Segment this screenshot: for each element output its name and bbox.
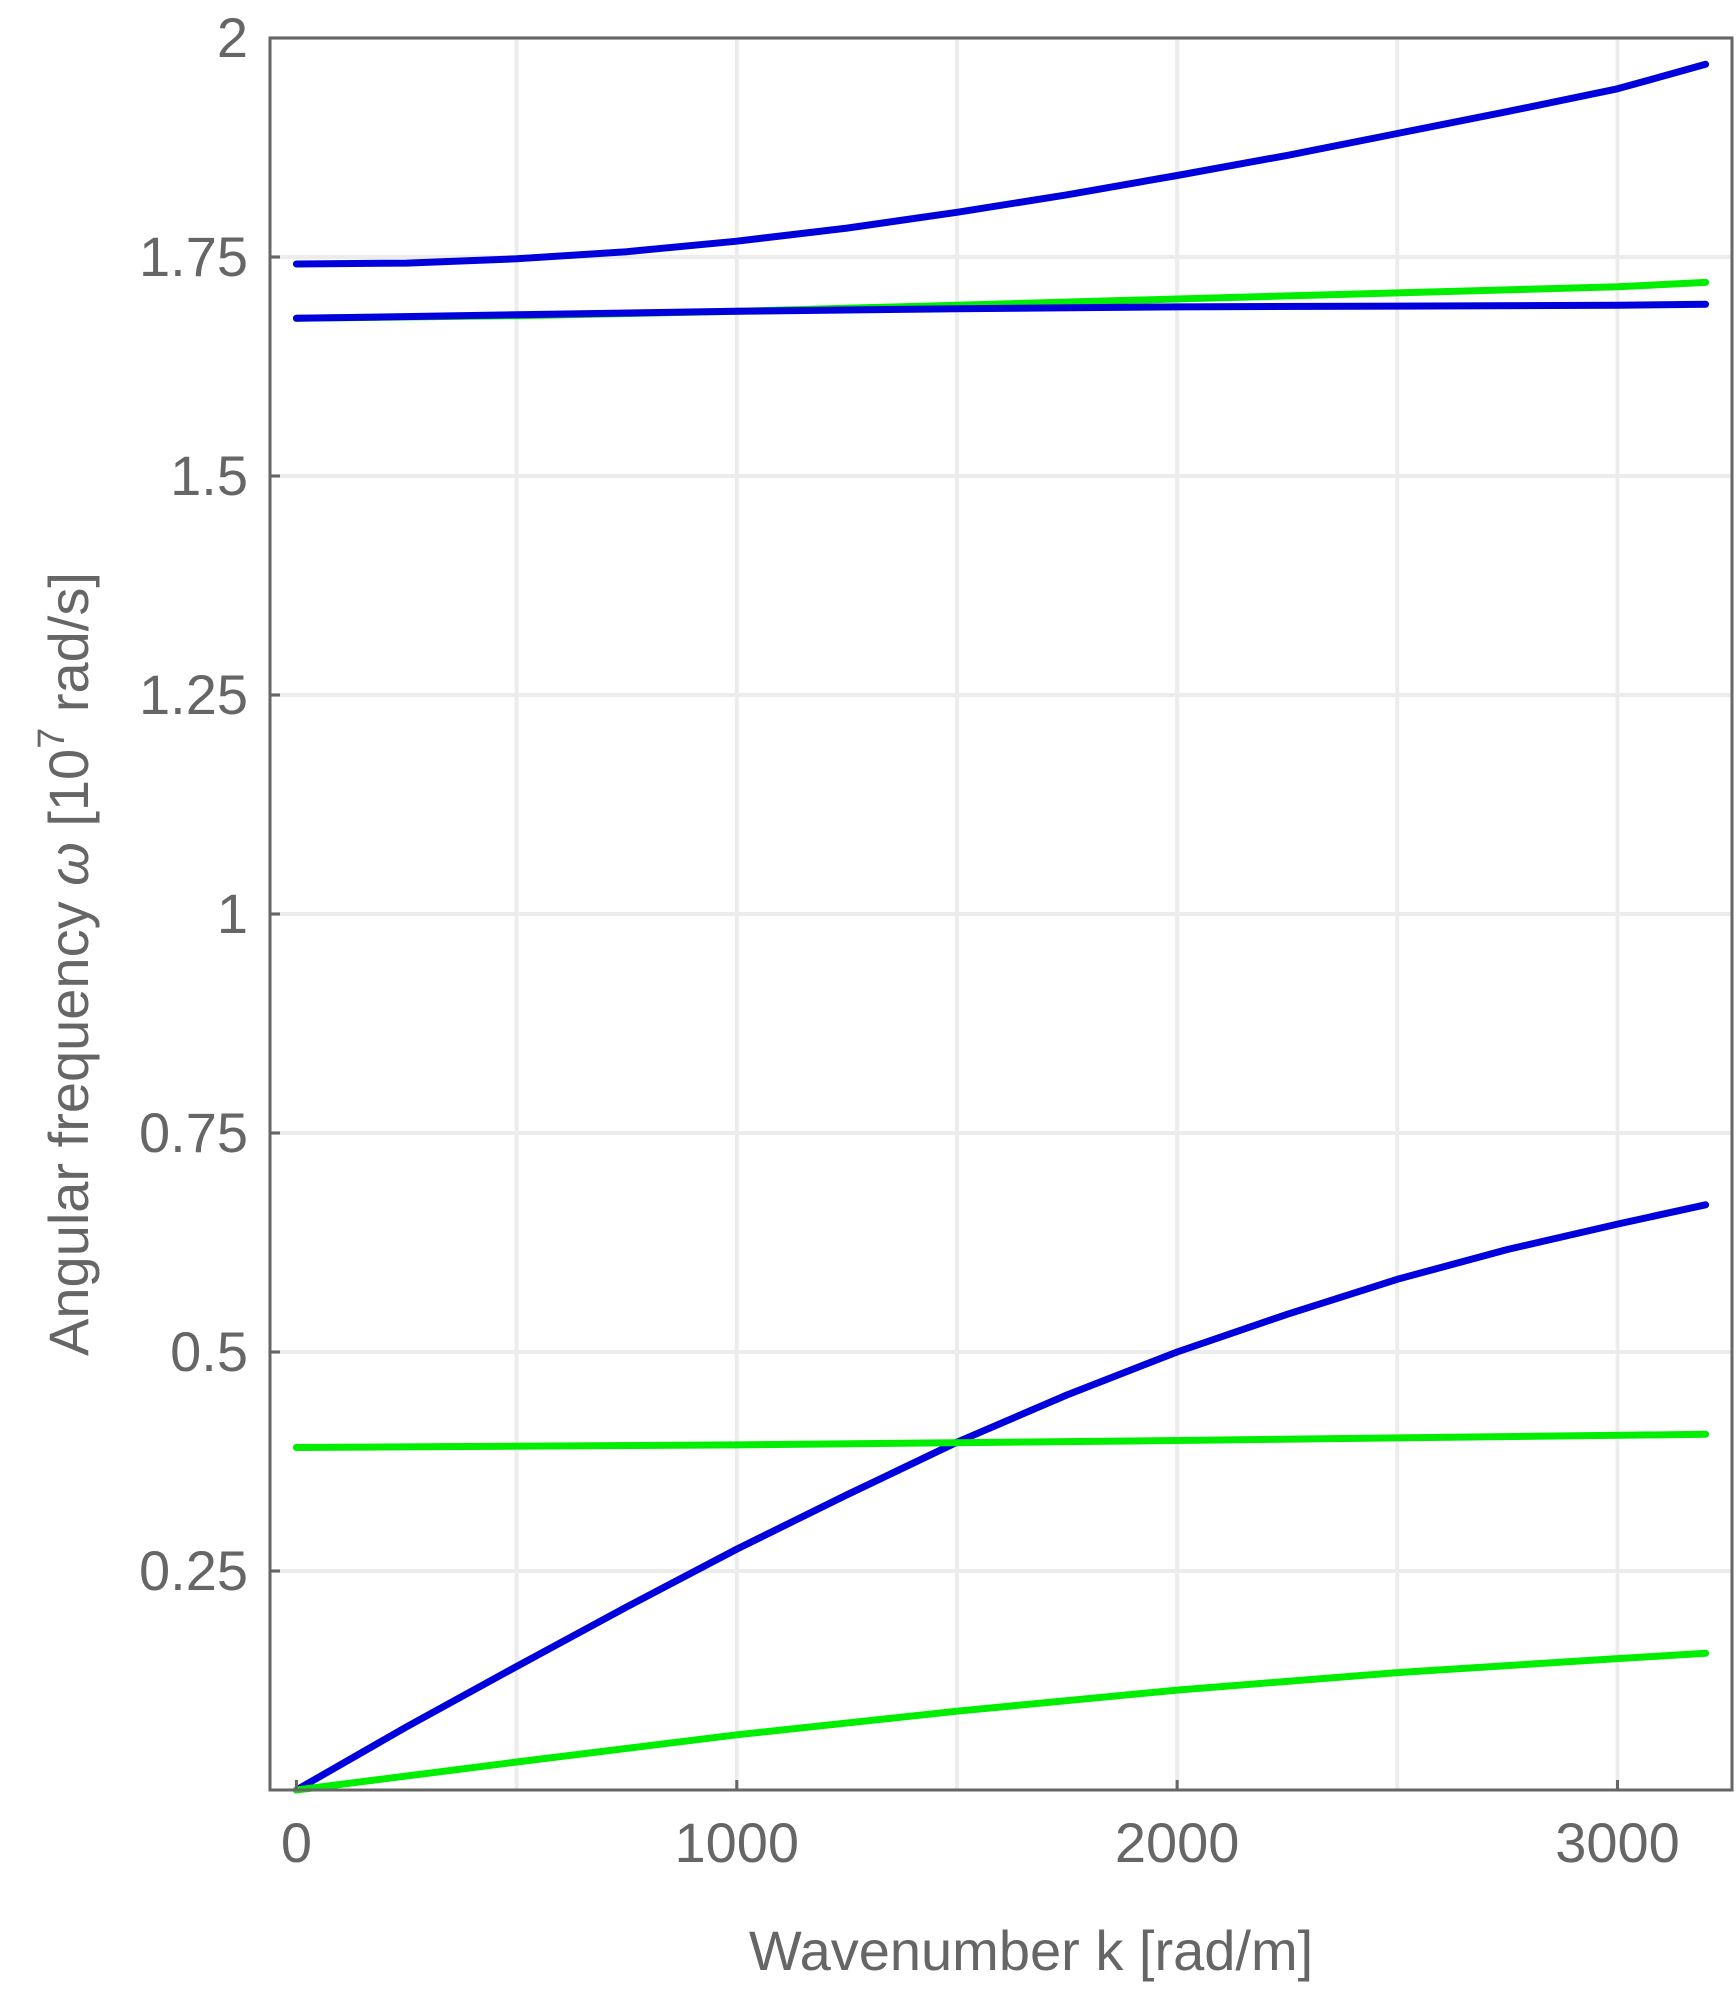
y-tick-label: 2 (217, 6, 248, 69)
series-line-1 (292, 60, 1710, 268)
y-tick-label: 0.75 (139, 1101, 248, 1164)
y-tick-label: 1 (217, 882, 248, 945)
y-axis-label-exponent: 7 (31, 728, 73, 749)
y-tick-label: 0.5 (170, 1320, 248, 1383)
y-axis-label-symbol: ω (37, 842, 100, 886)
x-tick-label: 0 (281, 1811, 312, 1874)
x-tick-label: 2000 (1115, 1811, 1240, 1874)
y-axis-label-prefix: Angular frequency (37, 886, 100, 1356)
series-line-6 (292, 1649, 1710, 1794)
series-line-5 (292, 1430, 1710, 1451)
series-line-4 (292, 1201, 1710, 1794)
x-axis-label: Wavenumber k [rad/m] (749, 1919, 1313, 1982)
y-tick-label: 0.25 (139, 1539, 248, 1602)
y-axis-label-unit-open: [10 (37, 749, 100, 842)
x-tick-label: 3000 (1555, 1811, 1680, 1874)
x-tick-label: 1000 (674, 1811, 799, 1874)
y-tick-label: 1.25 (139, 663, 248, 726)
tick-layer: 0 1000 2000 3000 0.25 0.5 0.75 1 1.25 1.5 1.75 2 (139, 6, 1680, 1874)
y-axis-label-unit-close: rad/s] (37, 572, 100, 728)
series-layer (292, 60, 1710, 1794)
series-line-3 (292, 300, 1710, 322)
y-tick-label: 1.5 (170, 444, 248, 507)
y-axis-label: Angular frequency ω [107 rad/s] (31, 572, 100, 1356)
y-tick-label: 1.75 (139, 225, 248, 288)
